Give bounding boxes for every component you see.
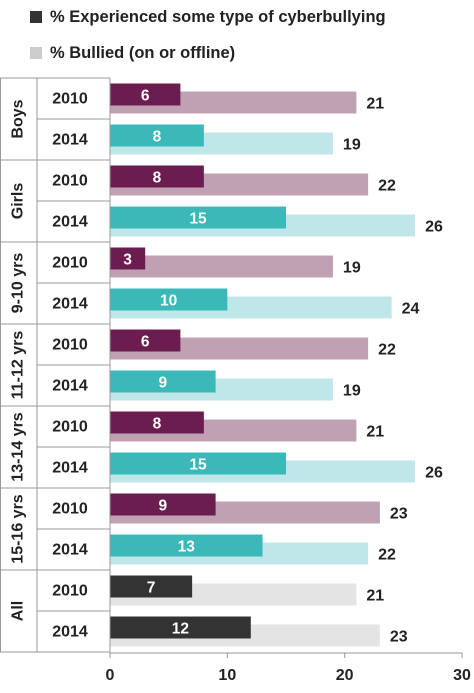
bar-bullied [110,255,333,278]
bar-cyberbullying [110,165,204,188]
data-label-bullied: 22 [378,342,396,359]
bar-cyberbullying [110,83,181,106]
bar-cyberbullying [110,616,251,639]
year-label: 2010 [52,419,88,436]
year-label: 2010 [52,173,88,190]
data-label-bullied: 21 [366,424,384,441]
x-tick-label: 0 [106,667,115,684]
year-label: 2010 [52,91,88,108]
group-label: Boys [10,99,27,138]
data-label-bullied: 23 [390,506,408,523]
legend-swatch-cyberbullying [30,11,42,23]
bar-cyberbullying [110,124,204,147]
data-label-cyberbullying: 9 [158,375,167,392]
bar-cyberbullying [110,534,263,557]
data-label-cyberbullying: 9 [158,498,167,515]
bar-cyberbullying [110,247,146,270]
data-label-cyberbullying: 6 [141,334,150,351]
bar-cyberbullying [110,329,181,352]
group-label: 15-16 yrs [10,494,27,563]
bar-cyberbullying [110,411,204,434]
data-label-cyberbullying: 15 [189,457,207,474]
bar-cyberbullying [110,288,228,311]
data-label-cyberbullying: 15 [189,211,207,228]
data-label-bullied: 26 [425,219,443,236]
legend-label-cyberbullying: % Experienced some type of cyberbullying [50,8,386,26]
group-label: 9-10 yrs [10,253,27,314]
data-label-bullied: 26 [425,465,443,482]
year-label: 2014 [52,132,88,149]
legend-swatch-bullied [30,47,42,59]
year-label: 2014 [52,542,88,559]
year-label: 2014 [52,214,88,231]
data-label-cyberbullying: 8 [153,416,162,433]
x-tick-label: 30 [453,667,471,684]
data-label-cyberbullying: 13 [178,539,196,556]
data-label-bullied: 21 [366,96,384,113]
year-label: 2014 [52,296,88,313]
x-tick-label: 20 [336,667,354,684]
year-label: 2010 [52,501,88,518]
bar-cyberbullying [110,370,216,393]
group-label: Girls [10,183,27,220]
group-label: 11-12 yrs [10,331,27,400]
year-label: 2014 [52,460,88,477]
data-label-bullied: 24 [402,301,420,318]
bar-cyberbullying [110,206,286,229]
data-label-cyberbullying: 8 [153,129,162,146]
data-label-bullied: 19 [343,260,361,277]
data-label-bullied: 23 [390,629,408,646]
year-label: 2014 [52,624,88,641]
data-label-cyberbullying: 7 [147,580,156,597]
data-label-bullied: 19 [343,137,361,154]
data-label-cyberbullying: 3 [123,252,132,269]
data-label-bullied: 22 [378,547,396,564]
year-label: 2010 [52,583,88,600]
x-tick-label: 10 [218,667,236,684]
bar-cyberbullying [110,493,216,516]
legend-label-bullied: % Bullied (on or offline) [50,44,236,62]
data-label-bullied: 21 [366,588,384,605]
data-label-bullied: 19 [343,383,361,400]
data-label-bullied: 22 [378,178,396,195]
group-label: 13-14 yrs [10,412,27,481]
group-label: All [10,601,27,621]
data-label-cyberbullying: 6 [141,88,150,105]
data-label-cyberbullying: 10 [160,293,177,310]
year-label: 2014 [52,378,88,395]
data-label-cyberbullying: 12 [172,621,189,638]
data-label-cyberbullying: 8 [153,170,162,187]
bar-cyberbullying [110,452,286,475]
year-label: 2010 [52,337,88,354]
year-label: 2010 [52,255,88,272]
bar-cyberbullying [110,575,193,598]
